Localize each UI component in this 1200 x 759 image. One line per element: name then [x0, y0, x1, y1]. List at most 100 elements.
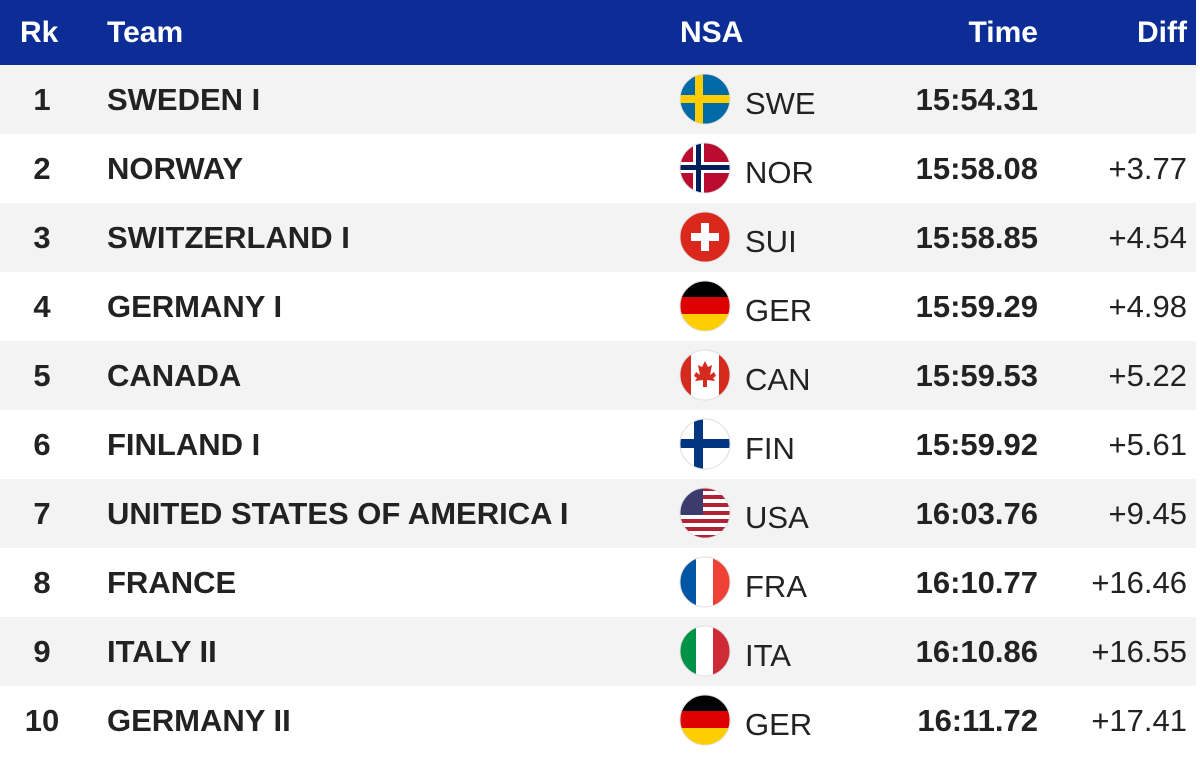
- nsa-code: ITA: [745, 637, 791, 673]
- header-cell: Time: [968, 15, 1038, 49]
- diff: +4.98: [1108, 288, 1187, 324]
- header-row: Rk Team NSA Time Diff: [0, 0, 1196, 65]
- flag-part: [680, 695, 730, 712]
- diff: +17.41: [1091, 702, 1187, 738]
- table-row: 4 GERMANY I GER 15:59.29 +4.98: [0, 272, 1196, 341]
- rank: 10: [24, 702, 60, 738]
- flag-part: [680, 535, 730, 538]
- nsa-code: GER: [745, 292, 813, 328]
- flag-icon: [679, 625, 731, 677]
- rank: 5: [33, 357, 51, 393]
- flag-icon: [679, 211, 731, 263]
- rank: 8: [33, 564, 51, 600]
- rank: 7: [33, 495, 51, 531]
- header-cell: Diff: [1137, 15, 1187, 49]
- time: 15:59.29: [915, 288, 1038, 324]
- nsa-code: GER: [745, 706, 813, 742]
- flag-part: [680, 527, 730, 531]
- table-row: 10 GERMANY II GER 16:11.72 +17.41: [0, 686, 1196, 755]
- flag-part: [680, 503, 730, 507]
- rank: 3: [33, 219, 51, 255]
- time: 16:03.76: [915, 495, 1038, 531]
- flag-part: [680, 439, 730, 448]
- team-name: ITALY II: [107, 633, 217, 669]
- team-name: NORWAY: [107, 150, 244, 186]
- flag-icon: [679, 694, 731, 746]
- table-row: 2 NORWAY NOR 15:58.08 +3.77: [0, 134, 1196, 203]
- diff: +5.22: [1108, 357, 1187, 393]
- flag-border: [679, 418, 731, 470]
- diff: +5.61: [1108, 426, 1187, 462]
- flag-part: [713, 557, 730, 607]
- flag-icon: [679, 142, 731, 194]
- flag-part: [696, 626, 714, 676]
- flag-body: [680, 488, 730, 538]
- flag-body: [680, 626, 730, 676]
- diff: +4.54: [1108, 219, 1187, 255]
- flag-part: [680, 350, 691, 400]
- flag-part: [680, 495, 730, 499]
- flag-part: [680, 488, 730, 491]
- flag-part: [680, 499, 730, 503]
- nsa-code: FIN: [745, 430, 795, 466]
- flag-part: [719, 350, 730, 400]
- flag-border: [679, 625, 731, 677]
- flag-border: [679, 280, 731, 332]
- flag-body: [680, 557, 730, 607]
- flag-part: [680, 557, 697, 607]
- team-name: SWEDEN I: [107, 81, 261, 117]
- time: 15:59.92: [915, 426, 1038, 462]
- diff: +16.55: [1091, 633, 1187, 669]
- flag-icon: [679, 280, 731, 332]
- team-name: CANADA: [107, 357, 242, 393]
- flag-border: [679, 142, 731, 194]
- flag-body: [680, 143, 730, 193]
- flag-border: [679, 73, 731, 125]
- flag-body: [680, 212, 730, 262]
- flag-border: [679, 694, 731, 746]
- flag-border: [679, 211, 731, 263]
- nsa-code: SWE: [745, 85, 816, 121]
- rank: 9: [33, 633, 51, 669]
- flag-part: [680, 515, 730, 519]
- flag-part: [680, 711, 730, 729]
- flag-part: [680, 626, 697, 676]
- table-row: 3 SWITZERLAND I SUI 15:58.85 +4.54: [0, 203, 1196, 272]
- flag-part: [680, 523, 730, 527]
- flag-part: [680, 531, 730, 535]
- flag-body: [680, 281, 730, 331]
- time: 16:11.72: [917, 702, 1038, 738]
- flag-body: [680, 74, 730, 124]
- flag-part: [680, 507, 730, 511]
- header-cell: Rk: [20, 15, 59, 49]
- header-cell: NSA: [680, 15, 744, 49]
- nsa-code: NOR: [745, 154, 814, 190]
- time: 15:54.31: [915, 81, 1038, 117]
- rank: 2: [33, 150, 51, 186]
- header-cell: Team: [107, 15, 184, 49]
- flag-icon: [679, 487, 731, 539]
- team-name: FINLAND I: [107, 426, 261, 462]
- flag-part: [680, 165, 730, 170]
- flag-part: [680, 728, 730, 745]
- time: 15:59.53: [915, 357, 1038, 393]
- flag-part: [680, 314, 730, 331]
- table-row: 8 FRANCE FRA 16:10.77 +16.46: [0, 548, 1196, 617]
- flag-part: [694, 361, 716, 387]
- flag-border: [679, 556, 731, 608]
- nsa-code: SUI: [745, 223, 797, 259]
- nsa-code: CAN: [745, 361, 811, 397]
- flag-part: [680, 297, 730, 315]
- time: 16:10.86: [915, 633, 1038, 669]
- flag-body: [680, 695, 730, 745]
- flag-border: [679, 349, 731, 401]
- table-row: 5 CANADA CAN 15:59.53 +5.22: [0, 341, 1196, 410]
- flag-part: [680, 511, 730, 515]
- flag-border: [679, 487, 731, 539]
- team-name: UNITED STATES OF AMERICA I: [107, 495, 569, 531]
- flag-part: [680, 491, 730, 495]
- rank: 4: [33, 288, 51, 324]
- flag-icon: [679, 418, 731, 470]
